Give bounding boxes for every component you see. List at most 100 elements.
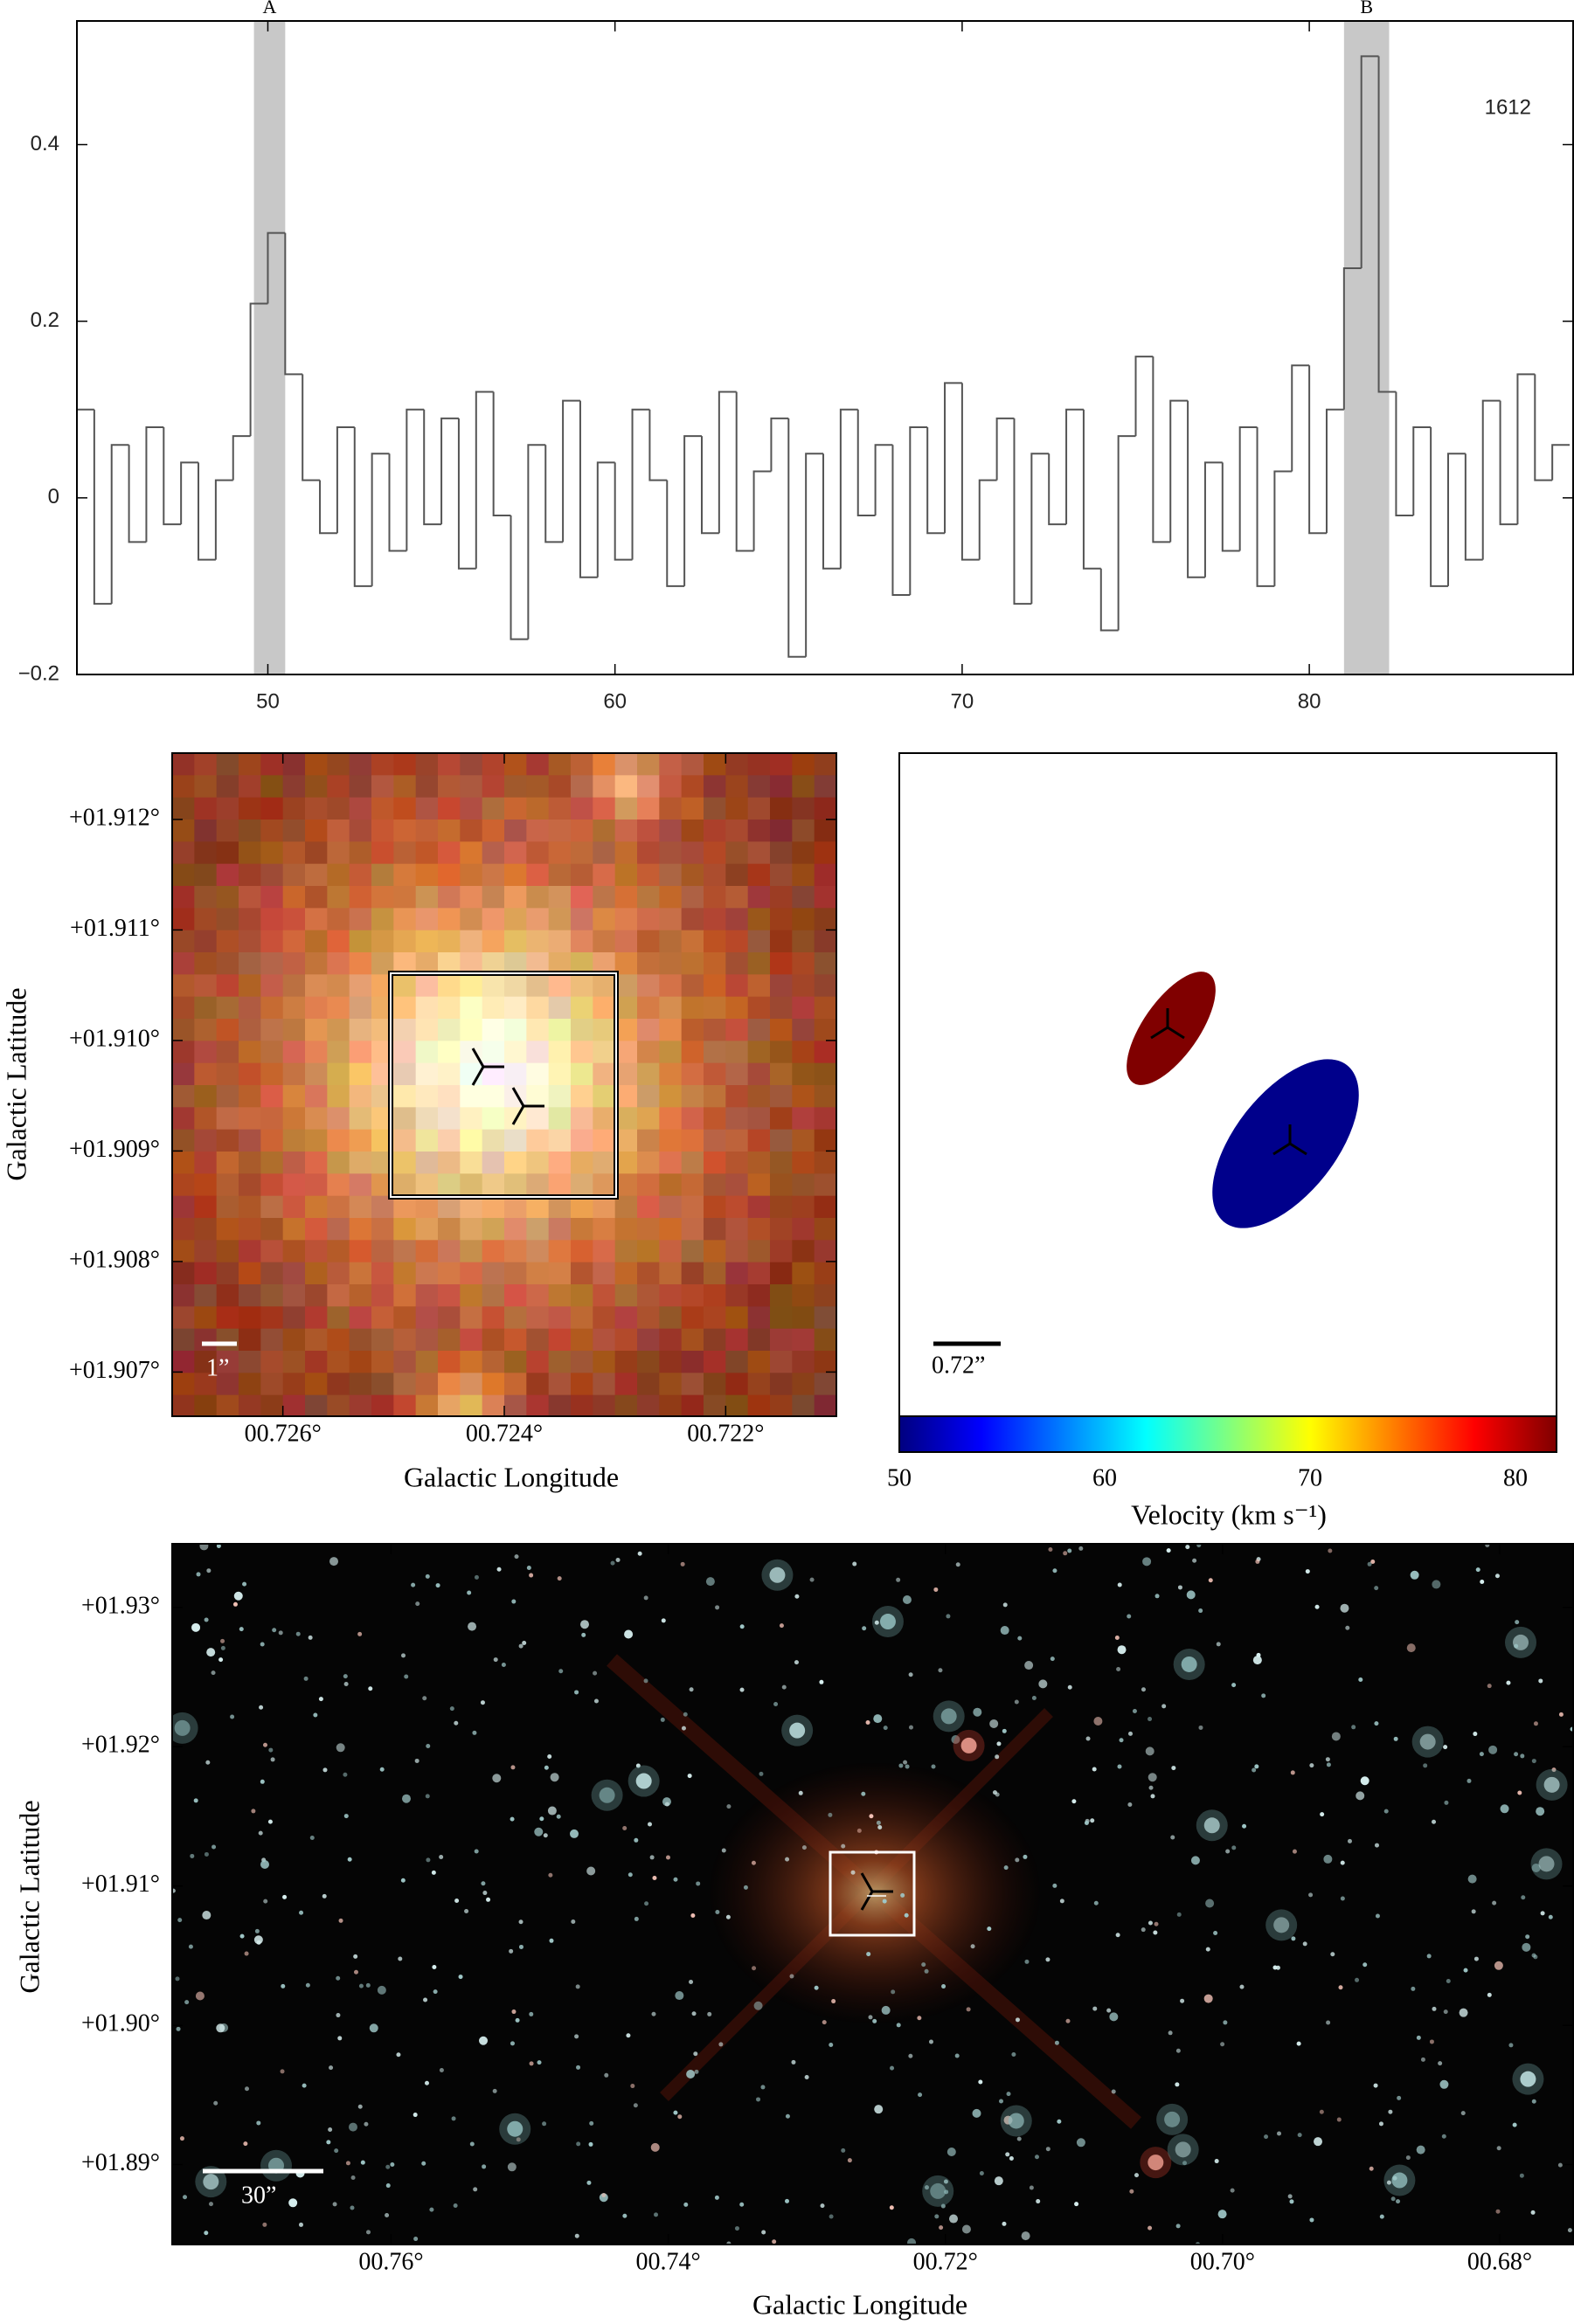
star — [954, 2053, 960, 2058]
image-pixel — [725, 753, 749, 776]
star — [1196, 1544, 1202, 1548]
image-pixel — [792, 996, 815, 1020]
spectrum-step — [891, 445, 911, 597]
spectrum-step — [527, 444, 546, 640]
image-pixel — [725, 1351, 749, 1373]
image-pixel — [194, 1041, 218, 1064]
image-pixel — [239, 930, 261, 953]
star — [510, 1816, 515, 1822]
star — [693, 2051, 698, 2057]
star — [1323, 1854, 1333, 1864]
image-pixel — [725, 820, 749, 842]
star — [1314, 1604, 1320, 1609]
image-pixel — [593, 1085, 616, 1108]
star — [518, 1944, 524, 1949]
plot-frame — [171, 1543, 1574, 2245]
spectrum-step — [1291, 364, 1310, 472]
image-pixel — [614, 1306, 638, 1330]
star — [687, 1774, 692, 1779]
highlight-region — [1343, 21, 1390, 674]
image-pixel — [482, 797, 505, 820]
image-pixel — [637, 1041, 660, 1064]
star — [753, 2001, 763, 2010]
image-pixel — [239, 753, 261, 776]
image-pixel — [415, 886, 439, 909]
star — [599, 1787, 615, 1803]
image-pixel — [282, 1085, 306, 1108]
spectrum-step — [1430, 426, 1448, 587]
star — [1117, 1764, 1122, 1769]
star — [1374, 1843, 1379, 1848]
image-pixel — [260, 930, 284, 953]
star — [1347, 1838, 1352, 1843]
image-pixel — [438, 1085, 461, 1108]
image-pixel — [482, 908, 505, 931]
image-pixel — [548, 886, 572, 909]
spectrum-step — [787, 418, 807, 658]
star-halo — [591, 1779, 623, 1811]
image-pixel — [393, 886, 417, 909]
image-pixel — [327, 1262, 350, 1285]
image-pixel — [349, 797, 372, 820]
image-pixel — [792, 1019, 815, 1041]
star — [575, 1984, 580, 1989]
star — [511, 1599, 517, 1604]
image-pixel — [725, 1041, 749, 1064]
star — [898, 1763, 904, 1768]
star-halo — [1000, 2105, 1032, 2137]
star — [769, 1567, 786, 1583]
star — [432, 1964, 437, 1969]
star — [1054, 2040, 1059, 2045]
star — [526, 1566, 531, 1571]
image-pixel — [282, 1394, 306, 1416]
spectrum-step — [874, 444, 893, 516]
image-pixel — [814, 1240, 836, 1263]
image-pixel — [216, 996, 239, 1020]
star — [313, 1712, 318, 1718]
star — [1182, 2161, 1188, 2166]
star — [1432, 1580, 1441, 1589]
image-pixel — [216, 1129, 239, 1152]
image-pixel — [393, 1173, 417, 1197]
star — [622, 2213, 628, 2218]
star — [353, 1969, 358, 1975]
star — [891, 1989, 896, 1995]
star — [941, 1984, 946, 1989]
image-pixel — [593, 820, 616, 842]
star — [239, 1627, 244, 1632]
star — [1438, 2061, 1443, 2066]
spectrum-step — [770, 417, 789, 472]
image-pixel — [216, 1041, 239, 1064]
image-pixel — [216, 908, 239, 931]
image-pixel — [571, 1173, 593, 1197]
image-pixel — [571, 1394, 593, 1416]
image-pixel — [548, 1351, 572, 1373]
star — [1085, 1736, 1091, 1741]
star — [883, 1726, 888, 1731]
star — [199, 1544, 209, 1551]
image-pixel — [526, 1262, 550, 1285]
star — [1175, 2048, 1181, 2053]
spectrum-step — [1187, 400, 1205, 578]
star — [364, 2121, 369, 2127]
image-pixel — [704, 1085, 726, 1108]
spectrum-step — [492, 391, 511, 517]
star — [449, 1706, 454, 1712]
image-pixel — [460, 1306, 483, 1330]
colorbar — [898, 1415, 1557, 1453]
star — [1443, 2009, 1448, 2015]
image-pixel — [504, 841, 527, 865]
spectrum-step — [1238, 425, 1258, 551]
image-pixel — [216, 1284, 239, 1307]
star — [1494, 1961, 1503, 1970]
star — [794, 1660, 799, 1665]
image-pixel — [725, 1107, 749, 1131]
star — [1067, 1684, 1072, 1690]
image-pixel — [637, 1062, 660, 1086]
image-pixel — [637, 775, 660, 799]
image-pixel — [548, 908, 572, 931]
star — [751, 1860, 756, 1865]
image-pixel — [460, 1284, 483, 1307]
image-pixel — [282, 1041, 306, 1064]
star — [1416, 2035, 1421, 2040]
